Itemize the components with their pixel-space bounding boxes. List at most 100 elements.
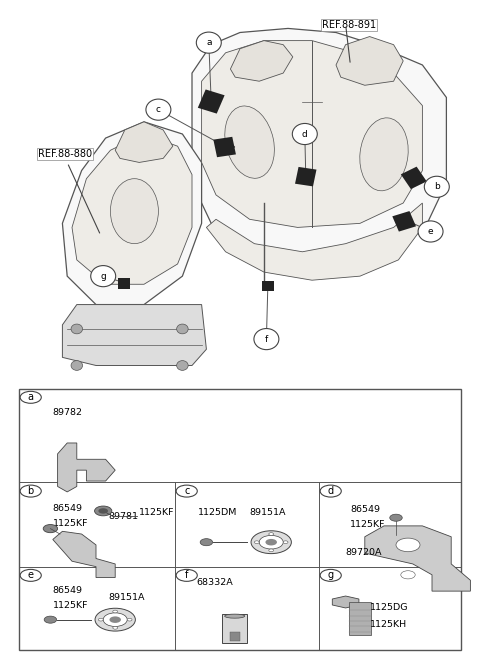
FancyBboxPatch shape: [295, 167, 316, 187]
Text: REF.88-891: REF.88-891: [322, 20, 376, 30]
FancyBboxPatch shape: [401, 166, 427, 189]
Circle shape: [20, 485, 41, 497]
Bar: [230, 633, 240, 641]
FancyBboxPatch shape: [392, 211, 416, 232]
Polygon shape: [115, 122, 173, 162]
Circle shape: [98, 618, 103, 621]
Text: f: f: [265, 335, 268, 344]
Text: 89782: 89782: [53, 407, 83, 417]
Text: 86549: 86549: [53, 586, 83, 595]
Text: 1125KF: 1125KF: [53, 601, 88, 610]
Polygon shape: [218, 142, 235, 153]
Polygon shape: [206, 203, 422, 280]
Circle shape: [390, 514, 402, 521]
Circle shape: [254, 541, 259, 544]
FancyBboxPatch shape: [198, 90, 225, 113]
Circle shape: [269, 549, 274, 552]
Circle shape: [71, 324, 83, 334]
Text: a: a: [28, 392, 34, 402]
Polygon shape: [72, 134, 192, 284]
Circle shape: [265, 539, 277, 546]
Text: c: c: [156, 105, 161, 114]
Circle shape: [177, 361, 188, 370]
Polygon shape: [62, 122, 202, 305]
Polygon shape: [332, 596, 359, 608]
Text: 89720A: 89720A: [346, 548, 382, 557]
Text: a: a: [206, 38, 212, 47]
Polygon shape: [336, 37, 403, 85]
Text: REF.88-880: REF.88-880: [38, 149, 93, 159]
Ellipse shape: [225, 614, 245, 618]
Circle shape: [254, 329, 279, 350]
Circle shape: [196, 32, 221, 53]
Text: 86549: 86549: [350, 506, 380, 514]
Text: 89781: 89781: [108, 512, 138, 521]
Text: b: b: [27, 486, 34, 496]
Text: e: e: [428, 227, 433, 236]
Text: 86549: 86549: [53, 504, 83, 513]
Circle shape: [424, 176, 449, 197]
Circle shape: [127, 618, 132, 621]
Polygon shape: [365, 526, 470, 591]
Circle shape: [44, 616, 57, 623]
Text: 68332A: 68332A: [197, 578, 234, 587]
Circle shape: [95, 608, 135, 631]
Circle shape: [396, 538, 420, 552]
Circle shape: [259, 535, 283, 549]
Circle shape: [109, 616, 121, 623]
Circle shape: [320, 569, 341, 582]
Text: 1125KF: 1125KF: [139, 508, 175, 517]
Ellipse shape: [360, 118, 408, 191]
Circle shape: [20, 391, 41, 403]
Text: 1125KH: 1125KH: [370, 620, 407, 629]
Text: d: d: [328, 486, 334, 496]
Polygon shape: [202, 41, 422, 227]
Text: 1125DM: 1125DM: [198, 508, 238, 517]
Polygon shape: [230, 41, 293, 81]
Circle shape: [200, 538, 213, 546]
Text: c: c: [184, 486, 190, 496]
Polygon shape: [58, 443, 115, 492]
Ellipse shape: [225, 106, 275, 178]
Polygon shape: [62, 305, 206, 365]
Circle shape: [95, 506, 112, 516]
Text: b: b: [434, 182, 440, 191]
Text: 1125KF: 1125KF: [53, 519, 88, 528]
Polygon shape: [53, 531, 115, 578]
Circle shape: [401, 571, 415, 579]
Bar: [349, 602, 371, 635]
Circle shape: [146, 99, 171, 121]
Circle shape: [71, 361, 83, 370]
Ellipse shape: [110, 179, 158, 244]
Text: 89151A: 89151A: [250, 508, 286, 517]
Circle shape: [292, 123, 317, 145]
Circle shape: [177, 324, 188, 334]
FancyBboxPatch shape: [262, 281, 274, 291]
Circle shape: [91, 265, 116, 287]
Circle shape: [320, 485, 341, 497]
Circle shape: [176, 485, 197, 497]
Text: f: f: [185, 571, 189, 580]
Text: 89151A: 89151A: [108, 593, 144, 603]
FancyBboxPatch shape: [222, 614, 247, 643]
Text: e: e: [28, 571, 34, 580]
Text: 1125KF: 1125KF: [350, 521, 386, 529]
Polygon shape: [192, 28, 446, 264]
Circle shape: [98, 508, 108, 514]
FancyBboxPatch shape: [213, 137, 236, 157]
Text: d: d: [302, 130, 308, 138]
Circle shape: [113, 610, 118, 613]
Circle shape: [103, 613, 127, 626]
Text: g: g: [328, 571, 334, 580]
Circle shape: [418, 221, 443, 242]
Circle shape: [113, 626, 118, 629]
Text: 1125DG: 1125DG: [370, 603, 408, 612]
Circle shape: [283, 541, 288, 544]
Circle shape: [251, 531, 291, 553]
Circle shape: [20, 569, 41, 582]
Text: g: g: [100, 272, 106, 280]
Circle shape: [269, 533, 274, 535]
FancyBboxPatch shape: [118, 278, 130, 289]
Circle shape: [176, 569, 197, 582]
Circle shape: [43, 525, 58, 533]
